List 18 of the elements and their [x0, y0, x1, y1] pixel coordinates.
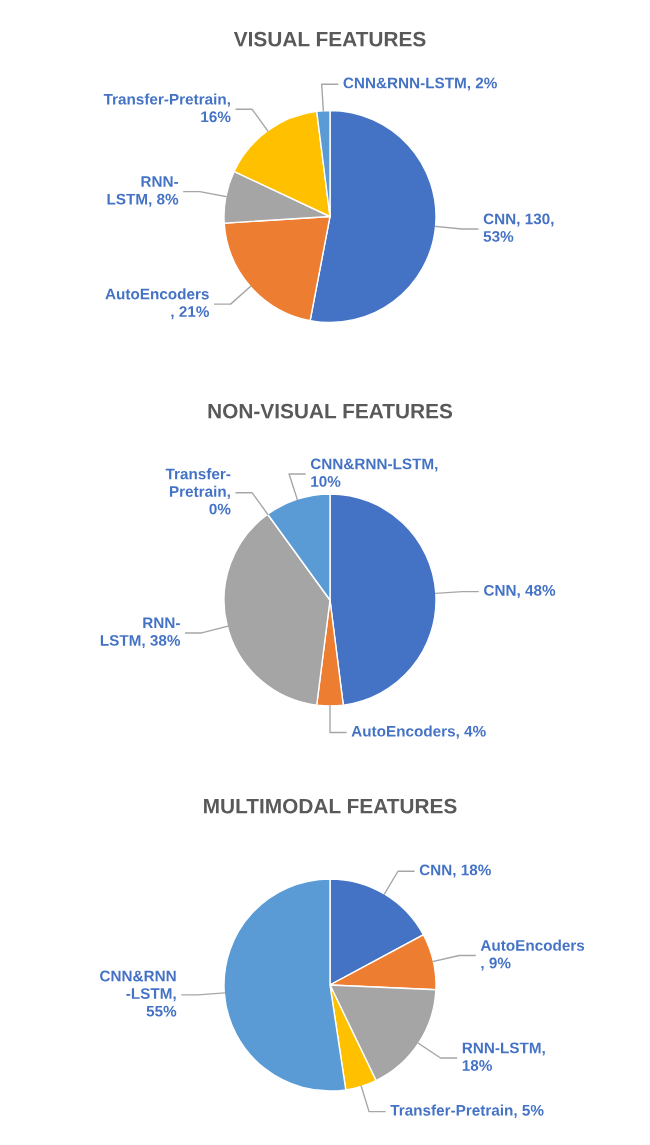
slice-label: Transfer-Pretrain, 16%: [103, 93, 231, 123]
slice-label: AutoEncoders , 21%: [105, 288, 210, 320]
slice-label: AutoEncoders , 9%: [480, 939, 585, 971]
chart-title: VISUAL FEATURES: [233, 31, 426, 47]
slice-label: AutoEncoders, 4%: [351, 725, 486, 739]
slice-label: RNN- LSTM, 38%: [100, 617, 181, 649]
slice-label: CNN, 130, 53%: [483, 213, 554, 242]
slice-label: RNN- LSTM, 8%: [107, 176, 179, 207]
slice-label: RNN-LSTM, 18%: [462, 1042, 545, 1071]
slice-label: CNN, 18%: [419, 864, 491, 878]
slice-label: CNN, 48%: [484, 584, 556, 598]
slice-label: CNN&RNN -LSTM, 55%: [100, 970, 177, 1017]
category-label: Transfer- Pretrain, 0%: [165, 468, 231, 515]
chart-title: MULTIMODAL FEATURES: [204, 798, 457, 814]
slice-label: CNN&RNN-LSTM, 2%: [343, 77, 497, 91]
slice-label: Transfer-Pretrain, 5%: [390, 1104, 544, 1118]
chart-title: NON-VISUAL FEATURES: [208, 403, 453, 419]
slice-label: CNN&RNN-LSTM, 10%: [310, 458, 438, 487]
